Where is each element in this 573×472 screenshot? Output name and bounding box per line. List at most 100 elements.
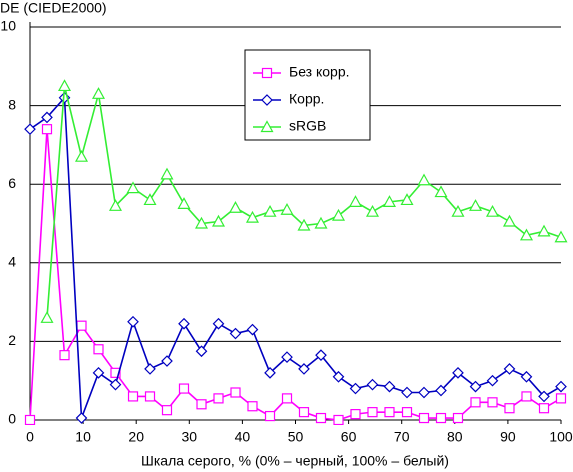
marker: [538, 403, 550, 414]
series-line: [29, 129, 562, 421]
marker: [196, 399, 207, 410]
y-tick-label: 10: [0, 18, 16, 34]
marker: [435, 412, 447, 424]
plot: [24, 79, 568, 425]
x-axis-label: Шкала серого, % (0% – черный, 100% – бел…: [141, 453, 449, 469]
marker: [297, 218, 311, 231]
legend-label: sRGB: [289, 118, 326, 134]
marker: [41, 124, 53, 135]
marker: [264, 366, 276, 379]
marker: [228, 201, 243, 213]
marker: [401, 407, 413, 418]
marker: [452, 412, 464, 424]
marker: [178, 317, 190, 330]
marker: [503, 363, 516, 375]
x-tick-label: 60: [341, 429, 357, 445]
marker: [280, 202, 294, 215]
marker: [400, 193, 414, 206]
marker: [24, 414, 36, 425]
y-tick-label: 6: [8, 175, 16, 191]
marker: [212, 317, 225, 330]
marker: [260, 120, 274, 133]
marker: [365, 204, 380, 217]
marker: [281, 393, 293, 404]
marker: [451, 204, 465, 217]
y-tick-label: 4: [8, 254, 16, 270]
marker: [194, 216, 209, 229]
marker: [127, 391, 139, 402]
marker: [213, 393, 224, 404]
marker: [161, 405, 173, 416]
marker: [521, 391, 532, 402]
marker: [195, 345, 208, 358]
marker: [109, 378, 122, 391]
marker: [160, 167, 174, 180]
marker: [401, 386, 413, 399]
marker: [555, 380, 567, 393]
marker: [110, 367, 121, 378]
marker: [487, 397, 498, 408]
x-tick-label: 100: [549, 429, 573, 445]
marker: [384, 407, 395, 418]
marker: [348, 195, 363, 207]
marker: [469, 380, 482, 393]
marker: [144, 391, 156, 402]
marker: [349, 382, 362, 395]
marker: [74, 149, 89, 162]
x-tick-label: 50: [288, 429, 304, 445]
marker: [144, 363, 156, 375]
marker: [350, 409, 361, 420]
y-tick-label: 0: [8, 411, 16, 427]
marker: [314, 216, 328, 229]
marker: [538, 390, 550, 403]
marker: [41, 111, 53, 124]
marker: [126, 181, 140, 194]
marker: [298, 407, 310, 418]
marker: [92, 366, 105, 379]
x-tick-label: 0: [26, 429, 34, 445]
marker: [143, 193, 157, 206]
y-tick-label: 8: [8, 96, 16, 112]
x-tick-label: 70: [394, 429, 410, 445]
marker: [40, 311, 54, 323]
marker: [468, 199, 483, 211]
marker: [246, 323, 259, 336]
marker: [161, 355, 173, 367]
marker: [178, 383, 190, 394]
marker: [281, 351, 293, 363]
marker: [108, 199, 123, 211]
marker: [177, 197, 191, 209]
y-tick-label: 2: [8, 332, 16, 348]
marker: [452, 366, 464, 379]
marker: [331, 208, 346, 221]
marker: [367, 407, 378, 418]
marker: [245, 210, 260, 223]
marker: [264, 410, 276, 422]
marker: [470, 397, 481, 408]
marker: [127, 315, 139, 328]
marker: [58, 79, 72, 92]
marker: [366, 378, 379, 391]
marker: [332, 370, 345, 383]
marker: [504, 403, 515, 414]
legend-label: Без корр.: [289, 64, 350, 80]
marker: [485, 204, 500, 217]
marker: [502, 214, 517, 227]
x-tick-label: 90: [500, 429, 516, 445]
marker: [418, 386, 430, 399]
x-tick-label: 80: [447, 429, 463, 445]
x-tick-label: 10: [75, 429, 91, 445]
marker: [382, 195, 397, 207]
marker: [486, 374, 499, 387]
marker: [261, 94, 273, 106]
marker: [93, 344, 104, 355]
x-tick-label: 20: [128, 429, 144, 445]
marker: [418, 412, 430, 424]
marker: [59, 350, 70, 361]
marker: [520, 370, 533, 383]
marker: [75, 412, 88, 424]
marker: [91, 87, 106, 99]
marker: [315, 412, 327, 424]
marker: [298, 363, 310, 375]
